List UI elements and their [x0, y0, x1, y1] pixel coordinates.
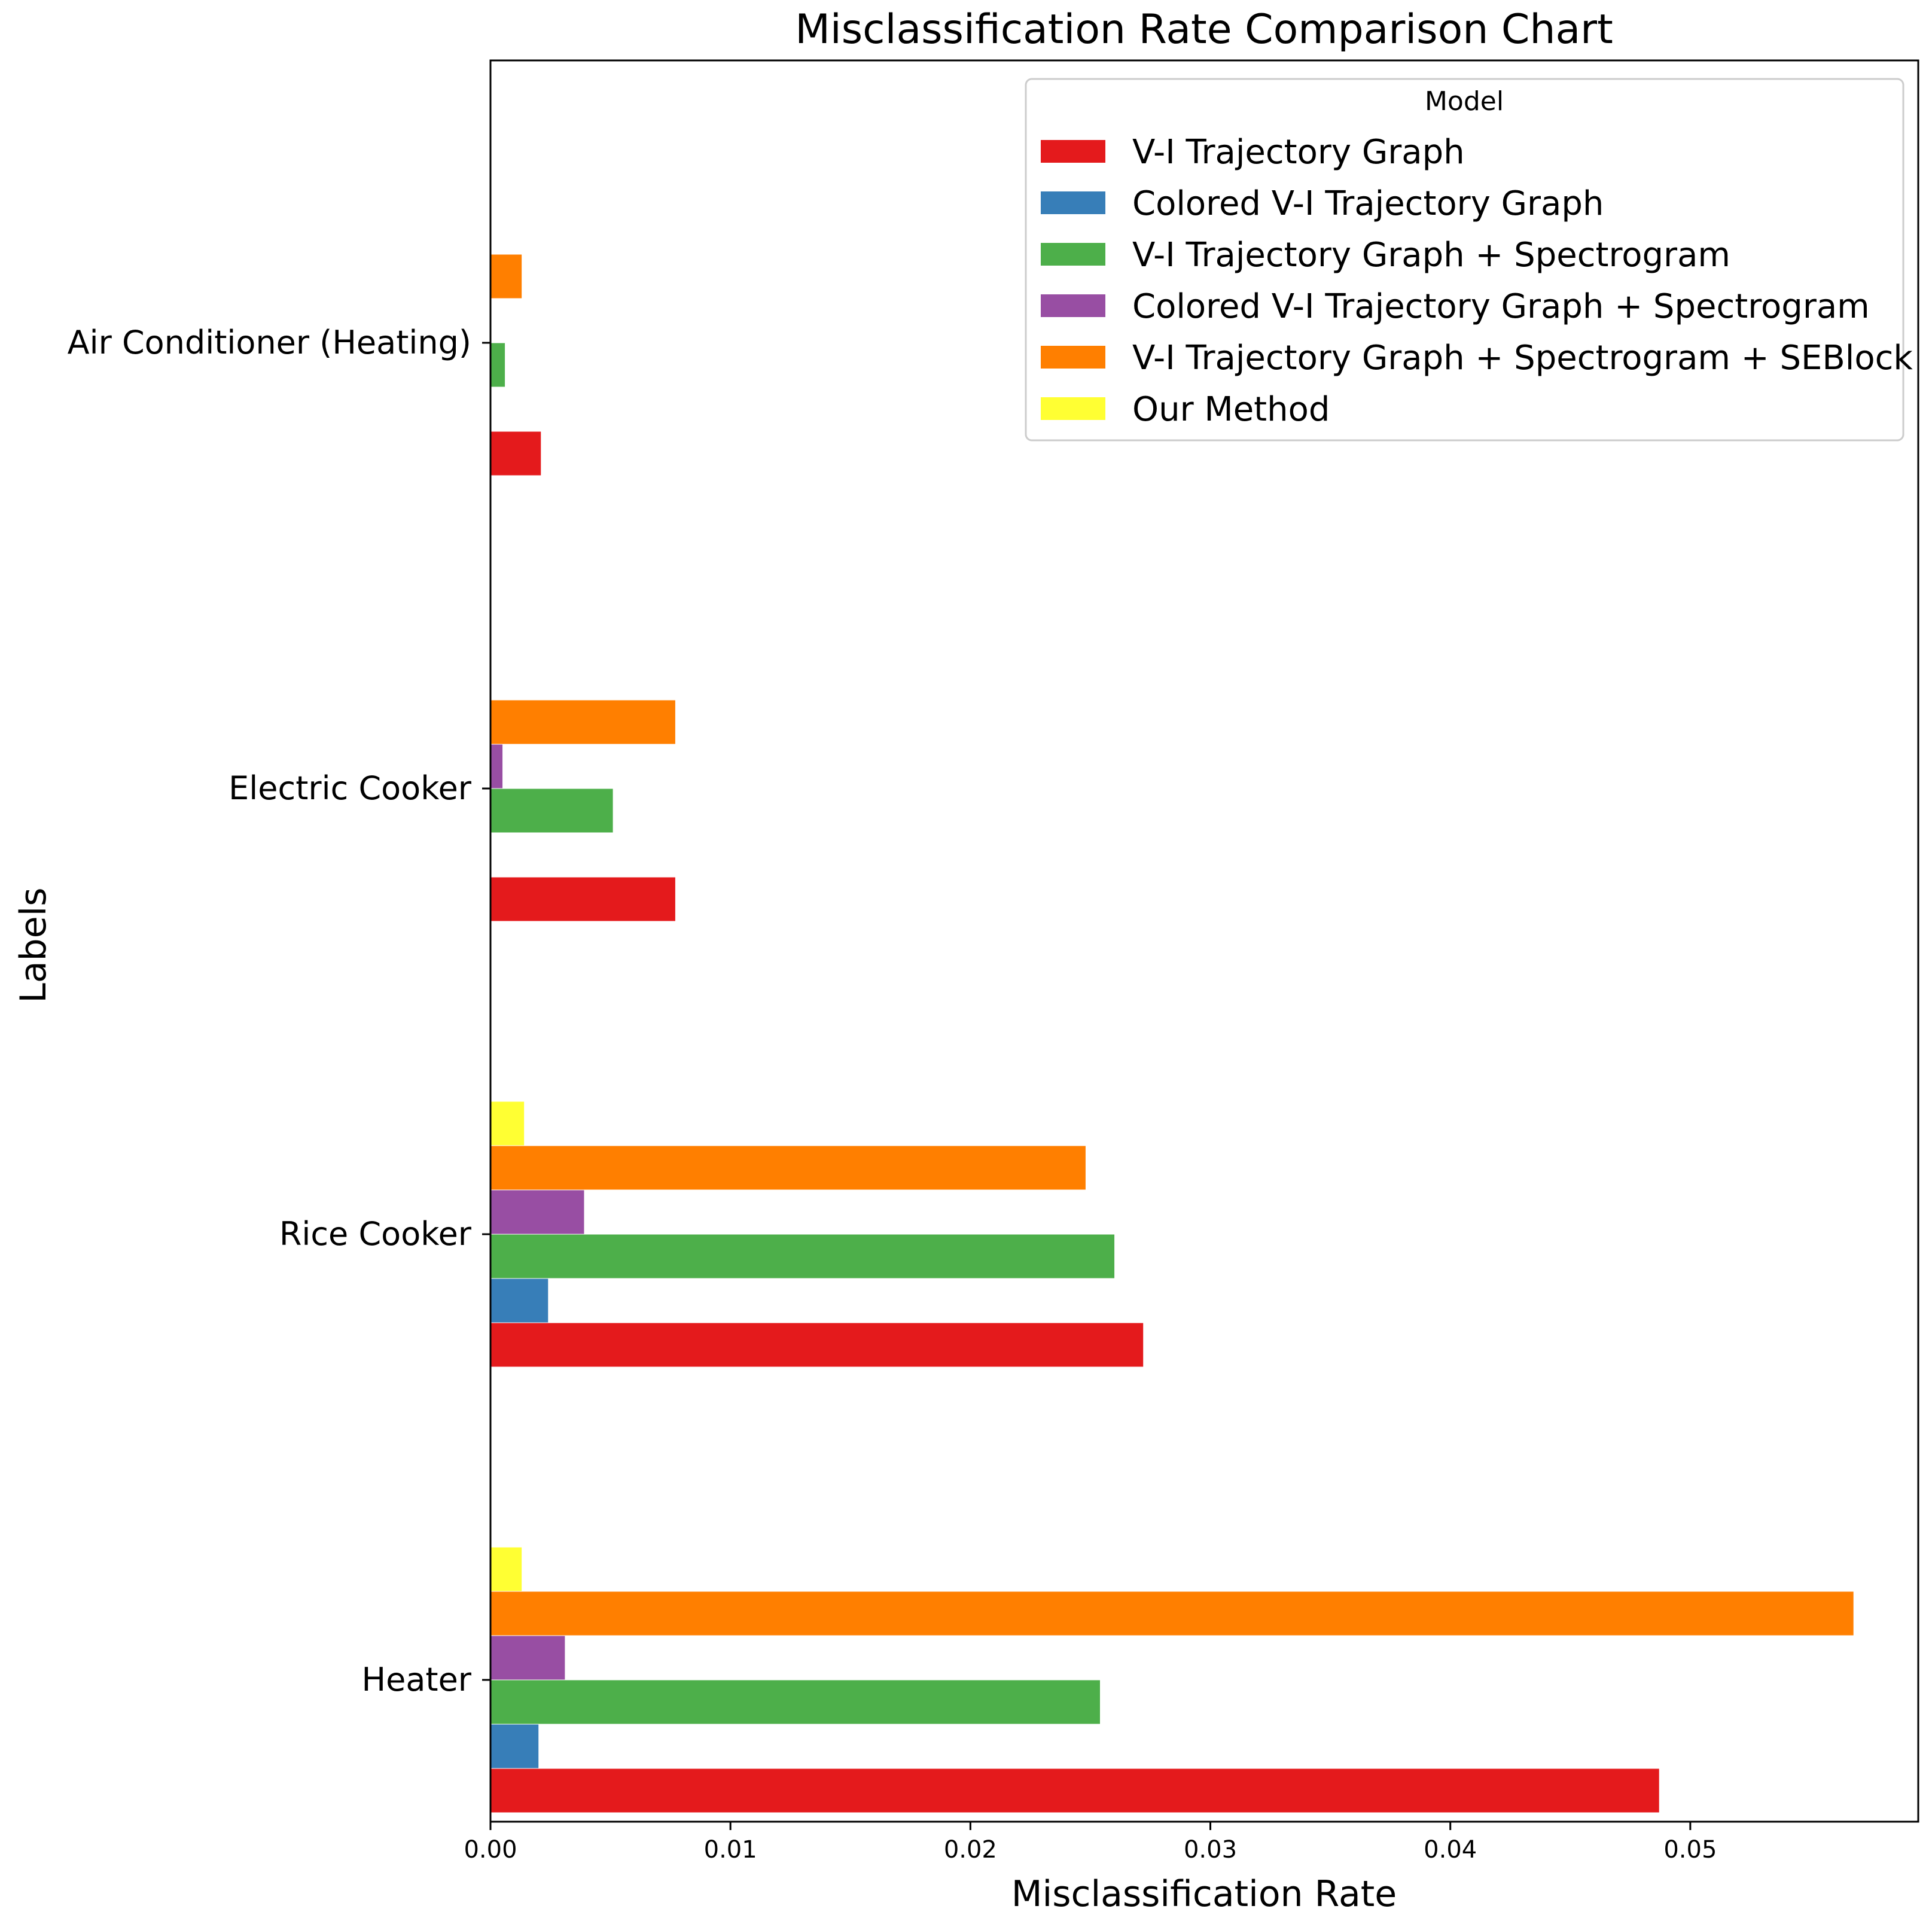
y-tick-label: Air Conditioner (Heating) — [68, 324, 471, 361]
y-tick-label: Rice Cooker — [279, 1215, 472, 1253]
legend-box — [1025, 78, 1904, 442]
legend-label: Colored V-I Trajectory Graph — [1132, 184, 1604, 223]
legend-label: V-I Trajectory Graph + Spectrogram + SEB… — [1132, 339, 1913, 377]
legend-label: Colored V-I Trajectory Graph + Spectrogr… — [1132, 287, 1870, 326]
x-tick-label: 0.05 — [1663, 1836, 1717, 1864]
x-ticks: 0.00 0.01 0.02 0.03 0.04 0.05 — [464, 1822, 1717, 1864]
legend-swatch — [1041, 397, 1105, 420]
bar-electric-cooker-series-5 — [490, 700, 675, 744]
x-tick-label: 0.04 — [1424, 1836, 1477, 1864]
x-tick-label: 0.00 — [464, 1836, 517, 1864]
legend: Model V-I Trajectory Graph Colored V-I Tr… — [1025, 78, 1913, 442]
bar-rice-cooker-series-6 — [490, 1101, 525, 1146]
legend-label: V-I Trajectory Graph — [1132, 133, 1465, 172]
legend-swatch — [1041, 294, 1105, 317]
y-axis-title: Labels — [13, 887, 54, 1003]
legend-title: Model — [1425, 86, 1504, 117]
y-tick-label: Electric Cooker — [228, 769, 472, 807]
bar-rice-cooker-series-1 — [490, 1323, 1144, 1367]
bar-heater-series-6 — [490, 1547, 522, 1591]
y-categories: Heater Rice Cooker Electric Cooker Air Cond… — [68, 324, 490, 1698]
x-tick-label: 0.03 — [1184, 1836, 1237, 1864]
bar-rice-cooker-series-2 — [490, 1278, 548, 1323]
bar-air-conditioner-heating-series-3 — [490, 343, 505, 387]
bar-rice-cooker-series-5 — [490, 1146, 1086, 1190]
bars-layer — [490, 254, 1854, 1813]
legend-label: V-I Trajectory Graph + Spectrogram — [1132, 236, 1730, 275]
bar-heater-series-5 — [490, 1591, 1854, 1636]
legend-swatch — [1041, 243, 1105, 266]
x-axis-title: Misclassification Rate — [1011, 1873, 1397, 1915]
bar-heater-series-4 — [490, 1636, 565, 1680]
y-tick-label: Heater — [361, 1661, 471, 1698]
bar-rice-cooker-series-4 — [490, 1190, 584, 1234]
bar-rice-cooker-series-3 — [490, 1234, 1115, 1278]
legend-label: Our Method — [1132, 390, 1330, 429]
bar-heater-series-1 — [490, 1768, 1659, 1813]
bar-electric-cooker-series-1 — [490, 877, 675, 921]
x-tick-label: 0.02 — [944, 1836, 997, 1864]
bar-heater-series-2 — [490, 1724, 539, 1768]
bar-air-conditioner-heating-series-5 — [490, 254, 522, 299]
plot-frame — [489, 59, 1919, 1823]
bar-electric-cooker-series-4 — [490, 744, 503, 789]
bar-electric-cooker-series-3 — [490, 789, 613, 833]
legend-swatch — [1041, 140, 1105, 163]
bar-heater-series-3 — [490, 1680, 1100, 1724]
x-tick-label: 0.01 — [704, 1836, 757, 1864]
legend-items: V-I Trajectory Graph Colored V-I Trajecto… — [1041, 133, 1913, 429]
bar-air-conditioner-heating-series-1 — [490, 431, 541, 476]
chart-title: Misclassification Rate Comparison Chart — [795, 6, 1613, 53]
legend-swatch — [1041, 346, 1105, 369]
legend-swatch — [1041, 191, 1105, 214]
